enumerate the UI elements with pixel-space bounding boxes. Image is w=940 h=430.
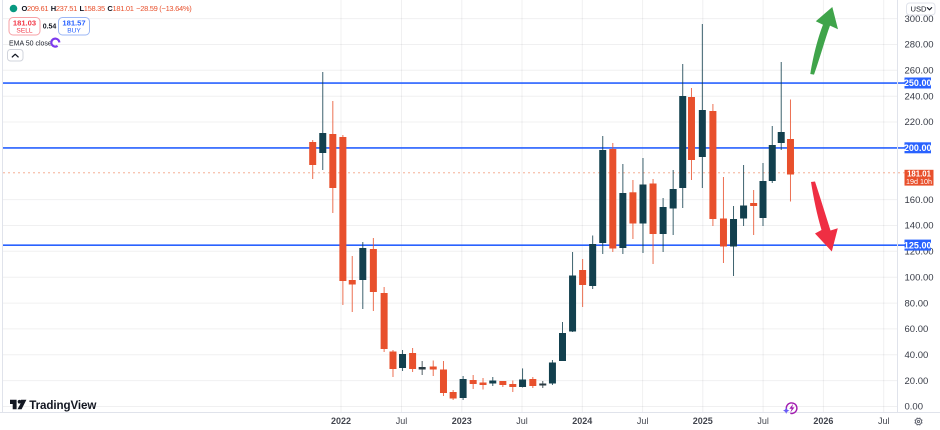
svg-text:Jul: Jul	[516, 416, 528, 426]
svg-text:2025: 2025	[693, 416, 713, 426]
svg-text:Jul: Jul	[757, 416, 769, 426]
svg-text:260.00: 260.00	[905, 66, 934, 77]
svg-text:250.00: 250.00	[904, 78, 932, 88]
svg-text:0.54: 0.54	[43, 23, 57, 30]
svg-text:2026: 2026	[813, 416, 833, 426]
svg-text:60.00: 60.00	[905, 324, 929, 335]
svg-text:SELL: SELL	[16, 27, 32, 34]
svg-text:300.00: 300.00	[905, 14, 934, 25]
svg-text:160.00: 160.00	[905, 195, 934, 206]
svg-text:40.00: 40.00	[905, 350, 929, 361]
svg-text:181.57: 181.57	[62, 18, 85, 27]
svg-text:80.00: 80.00	[905, 298, 929, 309]
svg-text:EMA 50 close: EMA 50 close	[9, 40, 52, 47]
svg-text:Jul: Jul	[396, 416, 408, 426]
svg-text:BUY: BUY	[67, 27, 81, 34]
svg-text:USD: USD	[911, 5, 928, 14]
svg-text:100.00: 100.00	[905, 272, 934, 283]
svg-text:181.03: 181.03	[13, 18, 36, 27]
svg-text:125.00: 125.00	[904, 240, 932, 250]
svg-text:TradingView: TradingView	[29, 399, 97, 412]
svg-text:220.00: 220.00	[905, 117, 934, 128]
svg-text:19d 10h: 19d 10h	[906, 177, 932, 186]
svg-text:2023: 2023	[452, 416, 472, 426]
svg-text:Jul: Jul	[878, 416, 890, 426]
svg-text:0.00: 0.00	[905, 402, 924, 413]
svg-text:2024: 2024	[572, 416, 592, 426]
svg-text:120.00: 120.00	[905, 247, 934, 258]
svg-text:140.00: 140.00	[905, 221, 934, 232]
svg-text:20.00: 20.00	[905, 376, 929, 387]
svg-text:2022: 2022	[331, 416, 351, 426]
svg-text:240.00: 240.00	[905, 91, 934, 102]
svg-text:181.01: 181.01	[907, 170, 932, 179]
svg-text:280.00: 280.00	[905, 40, 934, 51]
svg-text:Jul: Jul	[637, 416, 649, 426]
svg-text:200.00: 200.00	[904, 143, 932, 153]
